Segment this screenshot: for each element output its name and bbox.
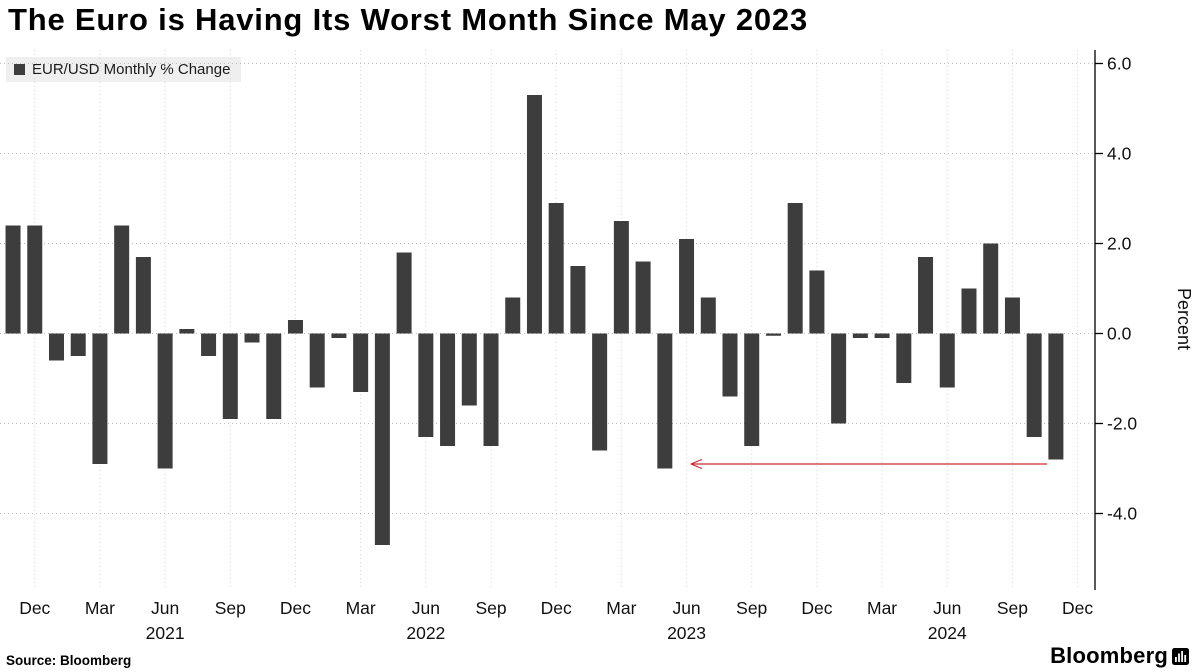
bar-mar-2022 [353, 333, 369, 392]
legend-label: EUR/USD Monthly % Change [32, 61, 231, 78]
bar-aug-2021 [201, 333, 217, 356]
x-tick-label: Jun [672, 598, 700, 618]
bar-apr-2021 [114, 225, 130, 334]
x-tick-label: Sep [475, 598, 506, 618]
bar-oct-2023 [765, 333, 781, 336]
x-tick-label: Mar [85, 598, 115, 618]
bar-oct-2021 [244, 333, 260, 343]
bloomberg-mark-icon [1172, 647, 1189, 665]
x-tick-label: Dec [280, 598, 311, 618]
bar-apr-2024 [896, 333, 912, 383]
x-tick-label: Jun [412, 598, 440, 618]
y-tick-label: 6.0 [1107, 54, 1132, 74]
bar-sep-2023 [744, 333, 760, 446]
annotation-arrow-head [690, 458, 703, 470]
bar-jul-2024 [961, 288, 977, 334]
bar-mar-2021 [92, 333, 108, 464]
x-tick-label: Dec [19, 598, 50, 618]
bar-nov-2024 [1048, 333, 1064, 460]
bar-dec-2020 [27, 225, 43, 334]
bloomberg-logo: Bloomberg [1050, 643, 1189, 669]
legend: EUR/USD Monthly % Change [6, 57, 242, 82]
bar-jun-2024 [939, 333, 955, 388]
bar-apr-2023 [635, 261, 651, 334]
year-label: 2024 [928, 623, 967, 643]
year-label: 2023 [667, 623, 706, 643]
x-tick-label: Jun [933, 598, 961, 618]
year-label: 2022 [406, 623, 445, 643]
bar-oct-2022 [505, 297, 521, 334]
chart-title: The Euro is Having Its Worst Month Since… [8, 2, 809, 37]
bar-aug-2022 [461, 333, 477, 406]
bar-may-2022 [396, 252, 412, 334]
y-axis-title: Percent [1174, 288, 1194, 351]
x-tick-label: Jun [151, 598, 179, 618]
bar-dec-2022 [548, 203, 564, 334]
bar-jun-2022 [418, 333, 434, 437]
bloomberg-wordmark: Bloomberg [1050, 643, 1168, 668]
bar-feb-2021 [70, 333, 86, 356]
bar-feb-2023 [592, 333, 608, 451]
bar-sep-2021 [222, 333, 238, 419]
x-tick-label: Dec [1062, 598, 1093, 618]
bar-mar-2023 [613, 221, 629, 334]
x-tick-label: Sep [997, 598, 1028, 618]
bar-jul-2021 [179, 329, 195, 334]
y-tick-label: 0.0 [1107, 324, 1132, 344]
bar-nov-2020 [5, 225, 21, 334]
bar-jul-2022 [440, 333, 456, 446]
bar-nov-2023 [787, 203, 803, 334]
bar-mar-2024 [874, 333, 890, 338]
y-tick-label: 2.0 [1107, 234, 1132, 254]
legend-swatch-icon [14, 64, 25, 75]
bar-feb-2022 [331, 333, 347, 338]
x-tick-label: Sep [215, 598, 246, 618]
bar-jan-2022 [309, 333, 325, 388]
bar-jun-2023 [679, 239, 695, 334]
year-label: 2021 [146, 623, 185, 643]
source-note: Source: Bloomberg [6, 653, 132, 668]
bar-aug-2023 [722, 333, 738, 397]
bar-sep-2022 [483, 333, 499, 446]
x-tick-label: Mar [867, 598, 897, 618]
y-tick-label: -2.0 [1107, 414, 1137, 434]
bar-oct-2024 [1026, 333, 1042, 437]
x-tick-label: Sep [736, 598, 767, 618]
bar-jan-2024 [831, 333, 847, 424]
bar-may-2024 [918, 257, 934, 334]
bar-dec-2023 [809, 270, 825, 334]
bar-may-2023 [657, 333, 673, 469]
x-tick-label: Mar [346, 598, 376, 618]
bar-feb-2024 [852, 333, 868, 338]
x-tick-label: Mar [606, 598, 636, 618]
bar-nov-2021 [266, 333, 282, 419]
bar-may-2021 [135, 257, 151, 334]
y-tick-label: 4.0 [1107, 144, 1132, 164]
x-tick-label: Dec [541, 598, 572, 618]
bar-dec-2021 [287, 320, 303, 334]
bar-apr-2022 [374, 333, 390, 545]
bar-nov-2022 [526, 95, 542, 334]
bar-jan-2023 [570, 266, 586, 334]
bar-aug-2024 [983, 243, 999, 334]
bar-jun-2021 [157, 333, 173, 469]
bar-jul-2023 [700, 297, 716, 334]
y-tick-label: -4.0 [1107, 504, 1137, 524]
x-tick-label: Dec [801, 598, 832, 618]
bar-sep-2024 [1004, 297, 1020, 334]
bar-jan-2021 [48, 333, 64, 361]
